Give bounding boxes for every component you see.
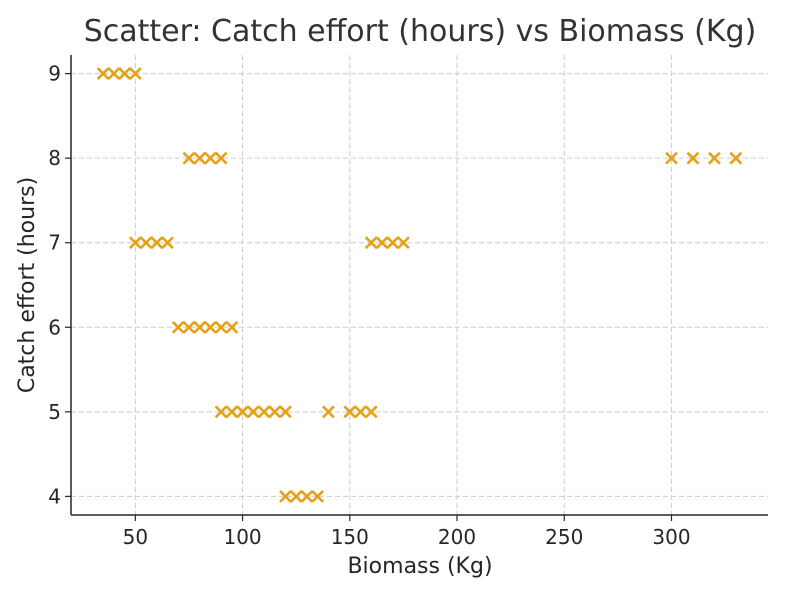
y-tick-label: 9 (48, 62, 61, 86)
data-point-marker (289, 489, 303, 503)
data-point-marker (300, 489, 314, 503)
data-point-marker (139, 236, 153, 250)
data-point-marker (225, 405, 239, 419)
data-point-marker (171, 320, 185, 334)
data-point-marker (128, 67, 142, 81)
data-point-marker (686, 151, 700, 165)
y-tick-label: 8 (48, 146, 61, 170)
data-point-marker (182, 151, 196, 165)
x-tick-label: 50 (123, 525, 148, 549)
data-point-marker (279, 405, 292, 419)
data-point-marker (364, 405, 378, 419)
x-tick-label: 200 (438, 525, 476, 549)
ticks: 50 100 150 200 250 300 4 5 6 7 8 9 (48, 62, 690, 549)
data-point-marker (150, 236, 164, 250)
y-tick-label: 7 (48, 231, 61, 255)
data-point-marker (665, 151, 678, 165)
data-point-marker (246, 405, 260, 419)
data-point-marker (193, 320, 207, 334)
data-point-marker (321, 405, 335, 419)
data-point-marker (203, 320, 217, 334)
data-point-marker (268, 405, 282, 419)
y-tick-label: 6 (48, 315, 61, 339)
grid (71, 55, 768, 515)
data-point-marker (214, 320, 228, 334)
data-point-marker (386, 236, 400, 250)
data-point-marker (311, 489, 325, 503)
data-point-marker (118, 67, 132, 81)
data-point-marker (354, 405, 367, 419)
data-point-marker (364, 236, 378, 250)
data-point-marker (96, 67, 110, 81)
data-point-marker (214, 151, 228, 165)
x-tick-label: 250 (545, 525, 583, 549)
data-point-marker (214, 405, 228, 419)
y-axis-label: Catch effort (hours) (15, 177, 40, 393)
data-point-marker (375, 236, 389, 250)
data-point-marker (257, 405, 271, 419)
data-point-marker (279, 489, 292, 503)
axes-spines (70, 55, 768, 516)
data-point-marker (128, 236, 142, 250)
data-point-marker (236, 405, 249, 419)
chart-title: Scatter: Catch effort (hours) vs Biomass… (84, 14, 757, 49)
x-tick-label: 100 (223, 525, 261, 549)
data-point-marker (203, 151, 217, 165)
y-tick-label: 5 (48, 400, 61, 424)
data-points (96, 67, 743, 503)
y-tick-label: 4 (48, 484, 61, 508)
x-axis-label: Biomass (Kg) (347, 554, 492, 579)
x-tick-label: 150 (331, 525, 369, 549)
data-point-marker (343, 405, 357, 419)
data-point-marker (107, 67, 121, 81)
data-point-marker (225, 320, 239, 334)
data-point-marker (707, 151, 721, 165)
data-point-marker (182, 320, 196, 334)
data-point-marker (396, 236, 410, 250)
data-point-marker (193, 151, 207, 165)
data-point-marker (729, 151, 743, 165)
x-tick-label: 300 (652, 525, 690, 549)
data-point-marker (161, 236, 174, 250)
